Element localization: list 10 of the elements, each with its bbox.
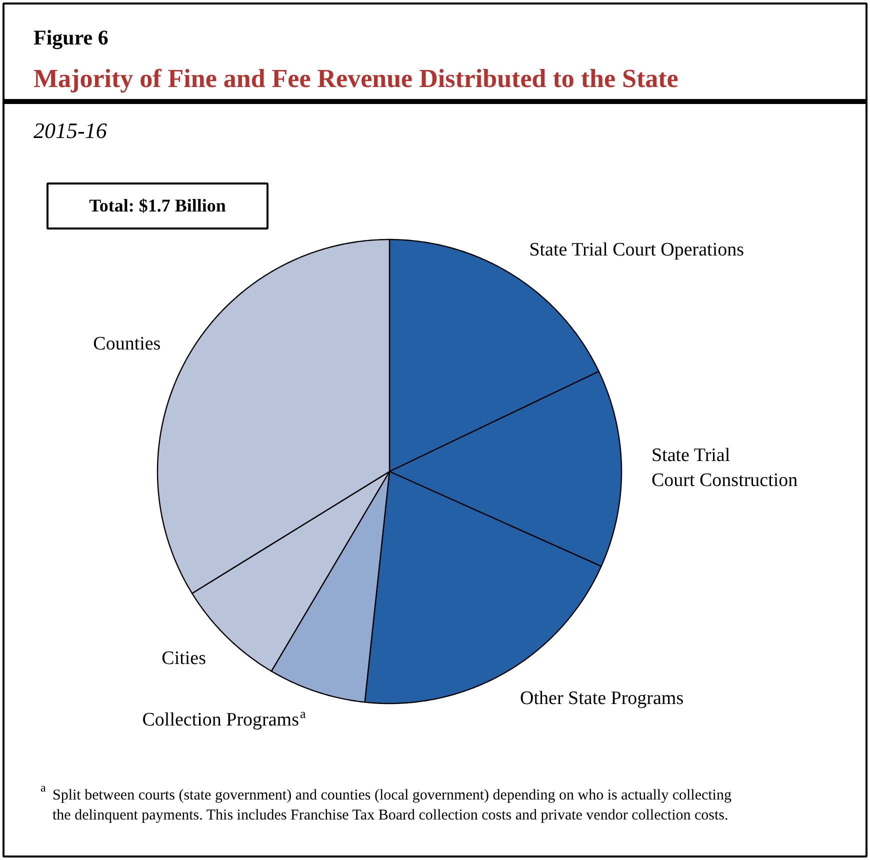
caption: Figure 6 [34,26,108,50]
slice-label: Counties [93,333,161,354]
chart-subtitle: 2015-16 [34,118,107,143]
text: aSplit between courts (state government) and counties (local government) depending on who is actually collecting the delinquent payments. This includes Franchise Tax Board collection costs and private vendor collection costs. [40,780,732,824]
slice-label: State Trial Court Operations [529,239,744,260]
slice-label: Cities [162,648,206,669]
slice-label: Other State Programs [520,688,684,710]
text: Total: $1.7 Billion [89,196,226,216]
slice-label: State Trial Court Construction [651,445,798,492]
chart-title: Majority of Fine and Fee Revenue Distributed to the State [34,64,678,93]
